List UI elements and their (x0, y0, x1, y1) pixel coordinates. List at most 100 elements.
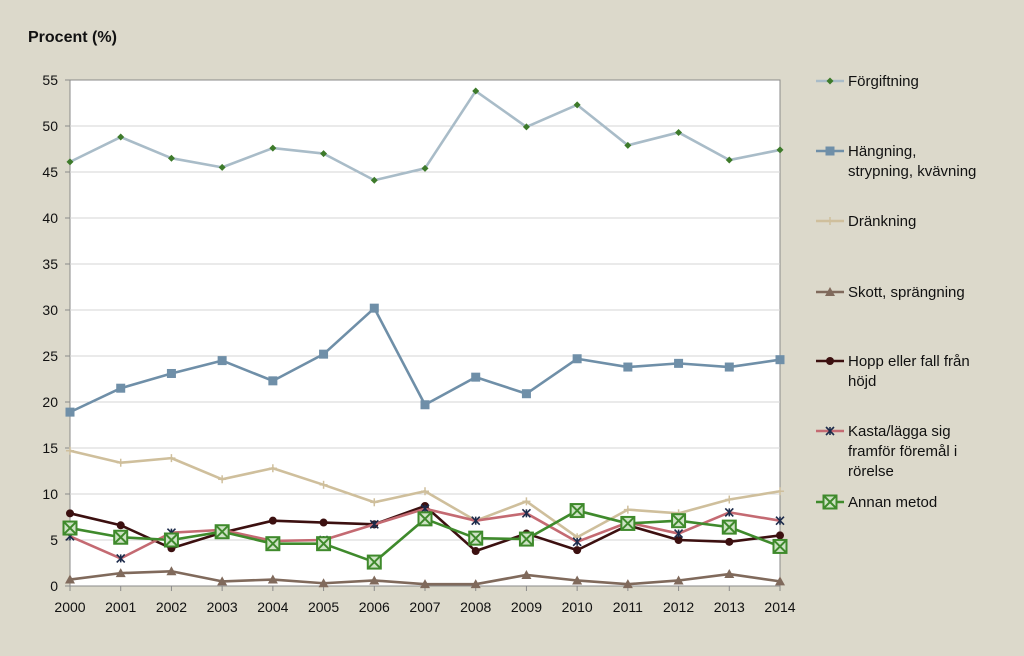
x-tick-label: 2002 (156, 599, 187, 615)
data-point (673, 575, 684, 585)
data-point (721, 519, 737, 535)
data-point (421, 487, 429, 496)
data-point (369, 575, 380, 585)
data-point (521, 508, 531, 518)
data-point (724, 362, 734, 372)
data-point (318, 578, 329, 588)
data-point (420, 579, 430, 589)
data-point (217, 576, 228, 586)
data-point (116, 553, 126, 563)
data-point (265, 536, 281, 552)
data-point (116, 458, 125, 467)
data-point (471, 372, 481, 382)
data-point (319, 518, 328, 527)
data-point (522, 497, 531, 506)
data-point (117, 133, 125, 141)
data-point (319, 349, 329, 359)
legend-label: Dränkning (848, 213, 916, 230)
x-tick-label: 2000 (54, 599, 85, 615)
data-point (620, 515, 636, 531)
x-tick-label: 2003 (207, 599, 238, 615)
data-point (267, 574, 278, 584)
y-tick-label: 40 (42, 210, 58, 226)
legend-item-4: Hopp eller fall från höjd (816, 353, 970, 390)
data-point (622, 579, 633, 589)
y-tick-label: 45 (42, 164, 58, 180)
data-point (776, 531, 784, 540)
data-point (573, 546, 582, 555)
data-point (674, 358, 684, 368)
x-tick-label: 2010 (562, 599, 593, 615)
data-point (623, 505, 632, 514)
legend-item-1: Hängning, strypning, kvävning (816, 143, 976, 180)
data-point (369, 303, 379, 313)
series-group (62, 87, 788, 589)
y-tick-label: 30 (42, 302, 58, 318)
data-point (724, 507, 734, 517)
data-point (319, 480, 328, 489)
data-point (825, 287, 835, 296)
data-point (675, 128, 683, 136)
legend-item-6: Annan metod (816, 494, 937, 511)
data-point (825, 426, 835, 436)
data-point (66, 509, 74, 518)
data-point (772, 538, 788, 554)
data-point (370, 176, 378, 184)
data-point (115, 568, 126, 578)
data-point (471, 547, 480, 556)
y-tick-label: 20 (42, 394, 58, 410)
data-point (572, 537, 582, 547)
data-point (825, 146, 835, 156)
data-point (65, 407, 75, 417)
data-point (826, 77, 834, 85)
data-point (471, 516, 481, 526)
legend-label: Skott, sprängning (848, 284, 965, 301)
data-point (214, 524, 230, 540)
y-tick-label: 0 (50, 578, 58, 594)
y-tick-label: 15 (42, 440, 58, 456)
legend-item-2: Dränkning (816, 213, 916, 230)
data-point (66, 158, 74, 166)
data-point (167, 154, 175, 162)
data-point (320, 150, 328, 158)
y-tick-label: 5 (50, 532, 58, 548)
data-point (674, 536, 683, 544)
data-point (116, 383, 126, 393)
data-point (776, 487, 784, 496)
data-point (521, 569, 532, 579)
data-point (623, 362, 633, 372)
data-point (269, 144, 277, 152)
data-point (417, 511, 433, 527)
data-point (166, 566, 177, 576)
data-point (671, 513, 687, 529)
y-tick-label: 50 (42, 118, 58, 134)
x-tick-label: 2014 (764, 599, 795, 615)
legend-label: Kasta/lägga sig framför föremål i rörelse (848, 423, 957, 480)
data-point (470, 579, 481, 589)
data-point (268, 464, 277, 473)
data-point (573, 101, 581, 109)
series-1 (65, 303, 785, 417)
x-axis-ticks: 2000 2001 2002 2003 2004 2005 2006 2007 2008 2009… (54, 586, 796, 615)
data-point (268, 516, 277, 525)
x-tick-label: 2012 (663, 599, 694, 615)
data-point (775, 516, 785, 526)
data-point (116, 521, 125, 530)
legend-item-0: Förgiftning (816, 73, 919, 90)
legend-item-5: Kasta/lägga sig framför föremål i rörelse (816, 423, 957, 480)
grid-lines (70, 125, 780, 541)
data-point (724, 569, 735, 579)
series-6 (62, 503, 788, 570)
data-point (167, 454, 176, 463)
legend-item-3: Skott, sprängning (816, 284, 965, 301)
x-tick-label: 2013 (714, 599, 745, 615)
data-point (521, 389, 531, 399)
data-point (370, 498, 379, 507)
data-point (522, 123, 530, 131)
data-point (366, 554, 382, 570)
plot-area (69, 79, 781, 587)
x-tick-label: 2005 (308, 599, 339, 615)
legend: Förgiftning Hängning, strypning, kvävning D… (816, 73, 976, 511)
y-tick-label: 25 (42, 348, 58, 364)
